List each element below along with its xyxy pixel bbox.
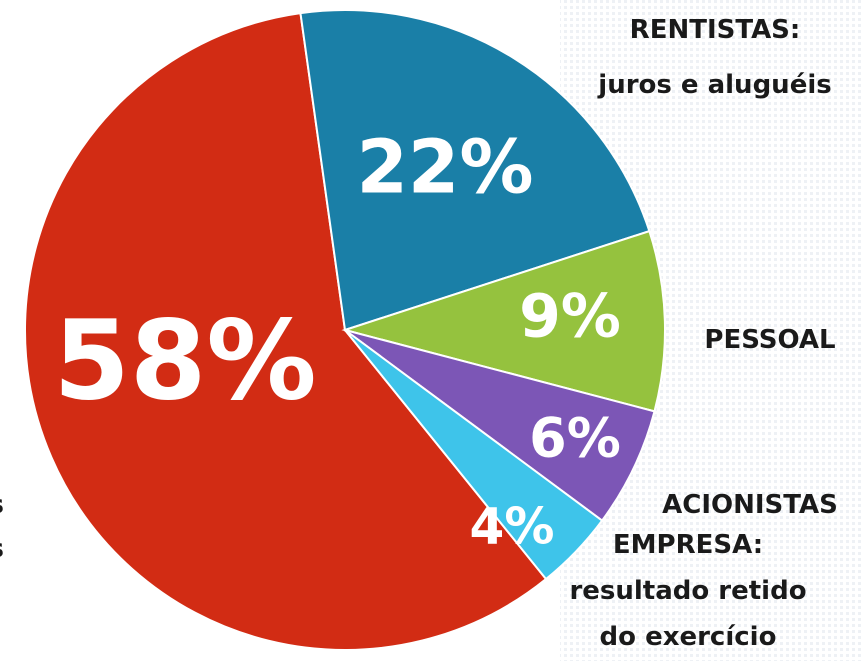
category-label-line: do exercício xyxy=(600,622,777,652)
data-label: 6% xyxy=(529,407,621,470)
category-label-line: resultado retido xyxy=(569,576,806,606)
category-label: ss xyxy=(0,490,4,564)
pie-slice xyxy=(344,329,604,581)
category-label-line: juros e aluguéis xyxy=(597,70,831,100)
category-label: ACIONISTAS xyxy=(662,490,838,520)
category-label-line: ACIONISTAS xyxy=(662,490,838,520)
category-label-line: RENTISTAS: xyxy=(630,15,801,45)
data-label: 4% xyxy=(470,498,555,556)
category-label: RENTISTAS: juros e aluguéis xyxy=(597,15,831,100)
category-label-line: s xyxy=(0,534,4,564)
data-label: 22% xyxy=(356,125,533,211)
data-label: 58% xyxy=(53,296,316,424)
category-label: EMPRESA: resultado retido do exercício xyxy=(569,530,806,652)
pie-slice xyxy=(344,329,656,522)
category-label: PESSOAL xyxy=(704,325,835,355)
data-label: 9% xyxy=(519,282,621,352)
category-label-line: EMPRESA: xyxy=(613,530,763,560)
pie-slice xyxy=(341,229,666,413)
pie-slice xyxy=(24,11,548,651)
category-label-line: s xyxy=(0,490,4,520)
category-label-line: PESSOAL xyxy=(704,325,835,355)
pie-slice xyxy=(299,9,651,332)
